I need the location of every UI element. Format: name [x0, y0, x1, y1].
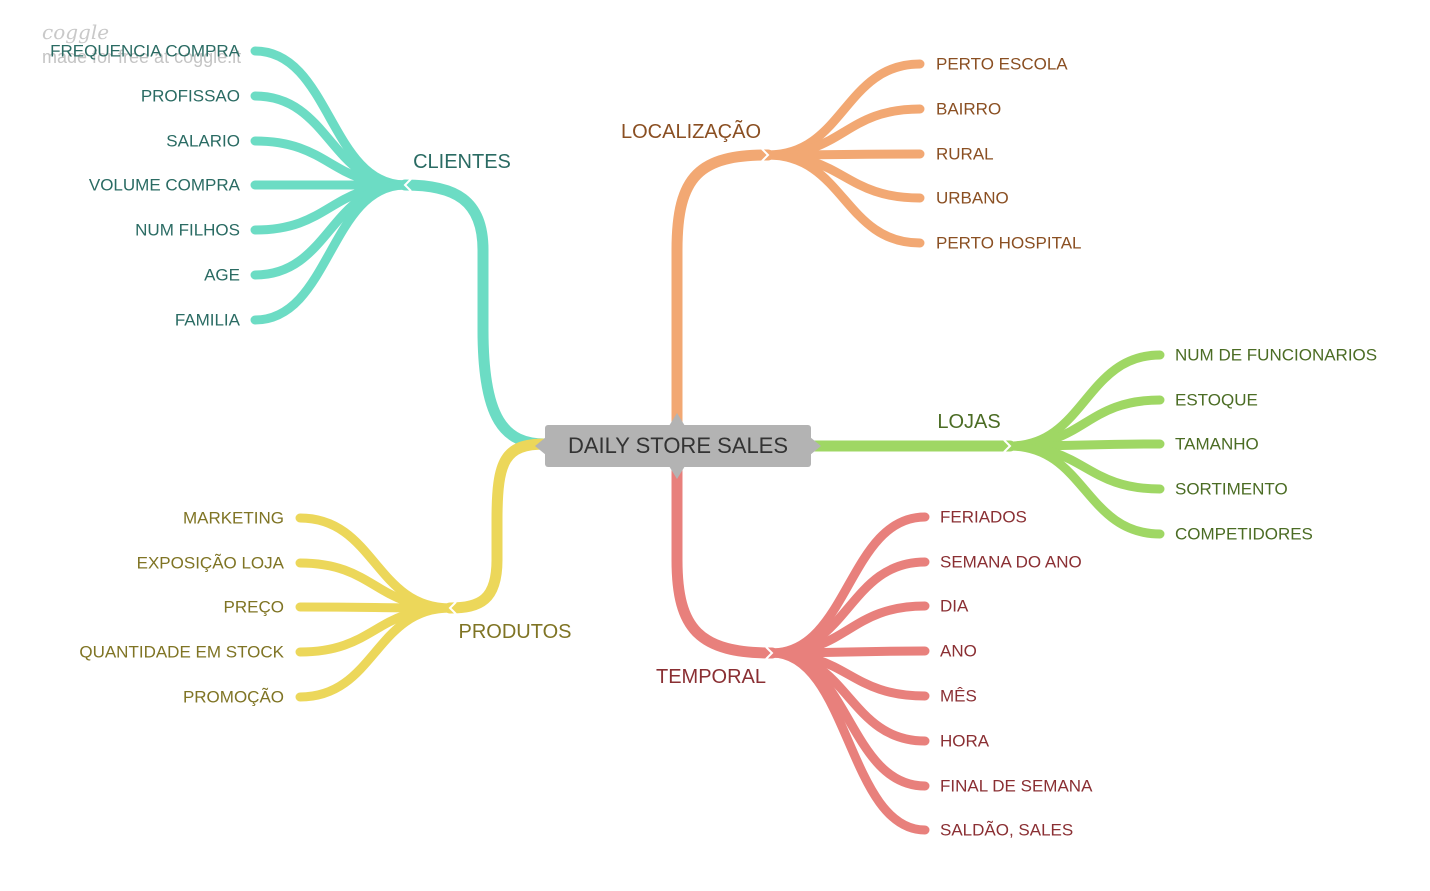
leaf-temporal[interactable]: SEMANA DO ANO	[940, 552, 1082, 572]
connector-produtos-leaf	[295, 603, 455, 702]
branch-localizacao[interactable]: LOCALIZAÇÃO	[620, 121, 762, 143]
leaf-lojas[interactable]: COMPETIDORES	[1175, 524, 1313, 544]
leaf-localizacao[interactable]: BAIRRO	[936, 99, 1002, 119]
leaf-produtos[interactable]: EXPOSIÇÃO LOJA	[136, 553, 284, 573]
leaf-lojas[interactable]: NUM DE FUNCIONARIOS	[1175, 345, 1378, 365]
watermark-text: made for free at coggle.it	[42, 47, 242, 67]
junction-notch	[765, 646, 774, 660]
junction-notch	[448, 601, 457, 615]
branch-clientes[interactable]: CLIENTES	[413, 151, 511, 173]
connector-produtos	[444, 438, 551, 614]
leaf-temporal[interactable]: DIA	[940, 596, 969, 616]
connector-lojas-leaf	[1005, 441, 1165, 539]
leaf-localizacao[interactable]: PERTO ESCOLA	[936, 54, 1068, 74]
leaf-lojas[interactable]: TAMANHO	[1175, 434, 1259, 454]
root-node-label: DAILY STORE SALES	[567, 433, 789, 458]
leaf-lojas[interactable]: SORTIMENTO	[1175, 479, 1288, 499]
leaf-clientes[interactable]: PROFISSAO	[140, 86, 240, 106]
connector-clientes-leaf	[250, 180, 410, 325]
root-notch-top	[669, 413, 685, 426]
coggle-watermark: coggle made for free at coggle.it	[42, 22, 241, 66]
leaf-clientes[interactable]: VOLUME COMPRA	[88, 175, 240, 195]
connector-temporal	[671, 461, 778, 659]
leaf-lojas[interactable]: ESTOQUE	[1175, 390, 1258, 410]
leaf-localizacao[interactable]: RURAL	[936, 144, 994, 164]
leaf-clientes[interactable]: FAMILIA	[174, 310, 240, 330]
leaf-clientes[interactable]: NUM FILHOS	[135, 220, 240, 240]
branch-produtos[interactable]: PRODUTOS	[458, 621, 572, 643]
branch-lojas[interactable]: LOJAS	[937, 411, 1001, 433]
connector-clientes	[399, 179, 551, 450]
root-notch-right	[810, 437, 821, 455]
leaf-produtos[interactable]: MARKETING	[182, 508, 284, 528]
leaf-clientes[interactable]: FREQUENCIA COMPRA	[50, 41, 240, 61]
leaf-temporal[interactable]: MÊS	[940, 686, 977, 706]
junction-notch	[761, 148, 770, 162]
junction-notch	[1003, 439, 1012, 453]
leaf-produtos[interactable]: QUANTIDADE EM STOCK	[79, 642, 284, 662]
leaf-clientes[interactable]: AGE	[204, 265, 240, 285]
leaf-localizacao[interactable]: PERTO HOSPITAL	[936, 233, 1082, 253]
root-notch-left	[535, 437, 546, 455]
connector-localizacao-leaf	[763, 150, 925, 248]
leaf-temporal[interactable]: SALDÃO, SALES	[940, 820, 1074, 840]
leaf-temporal[interactable]: ANO	[940, 641, 977, 661]
branch-temporal[interactable]: TEMPORAL	[655, 666, 767, 688]
connector-localizacao	[671, 149, 774, 431]
leaf-produtos[interactable]: PREÇO	[223, 597, 284, 617]
coggle-logo: coggle	[42, 20, 110, 44]
connector-temporal-leaf	[767, 648, 930, 835]
leaf-temporal[interactable]: FERIADOS	[940, 507, 1027, 527]
leaf-clientes[interactable]: SALARIO	[166, 131, 240, 151]
root-notch-bottom	[669, 466, 685, 479]
leaf-localizacao[interactable]: URBANO	[936, 188, 1009, 208]
leaf-produtos[interactable]: PROMOÇÃO	[182, 687, 284, 707]
root-node[interactable]: DAILY STORE SALES	[545, 425, 811, 467]
leaf-temporal[interactable]: HORA	[940, 731, 990, 751]
leaf-temporal[interactable]: FINAL DE SEMANA	[940, 776, 1093, 796]
junction-notch	[403, 178, 412, 192]
